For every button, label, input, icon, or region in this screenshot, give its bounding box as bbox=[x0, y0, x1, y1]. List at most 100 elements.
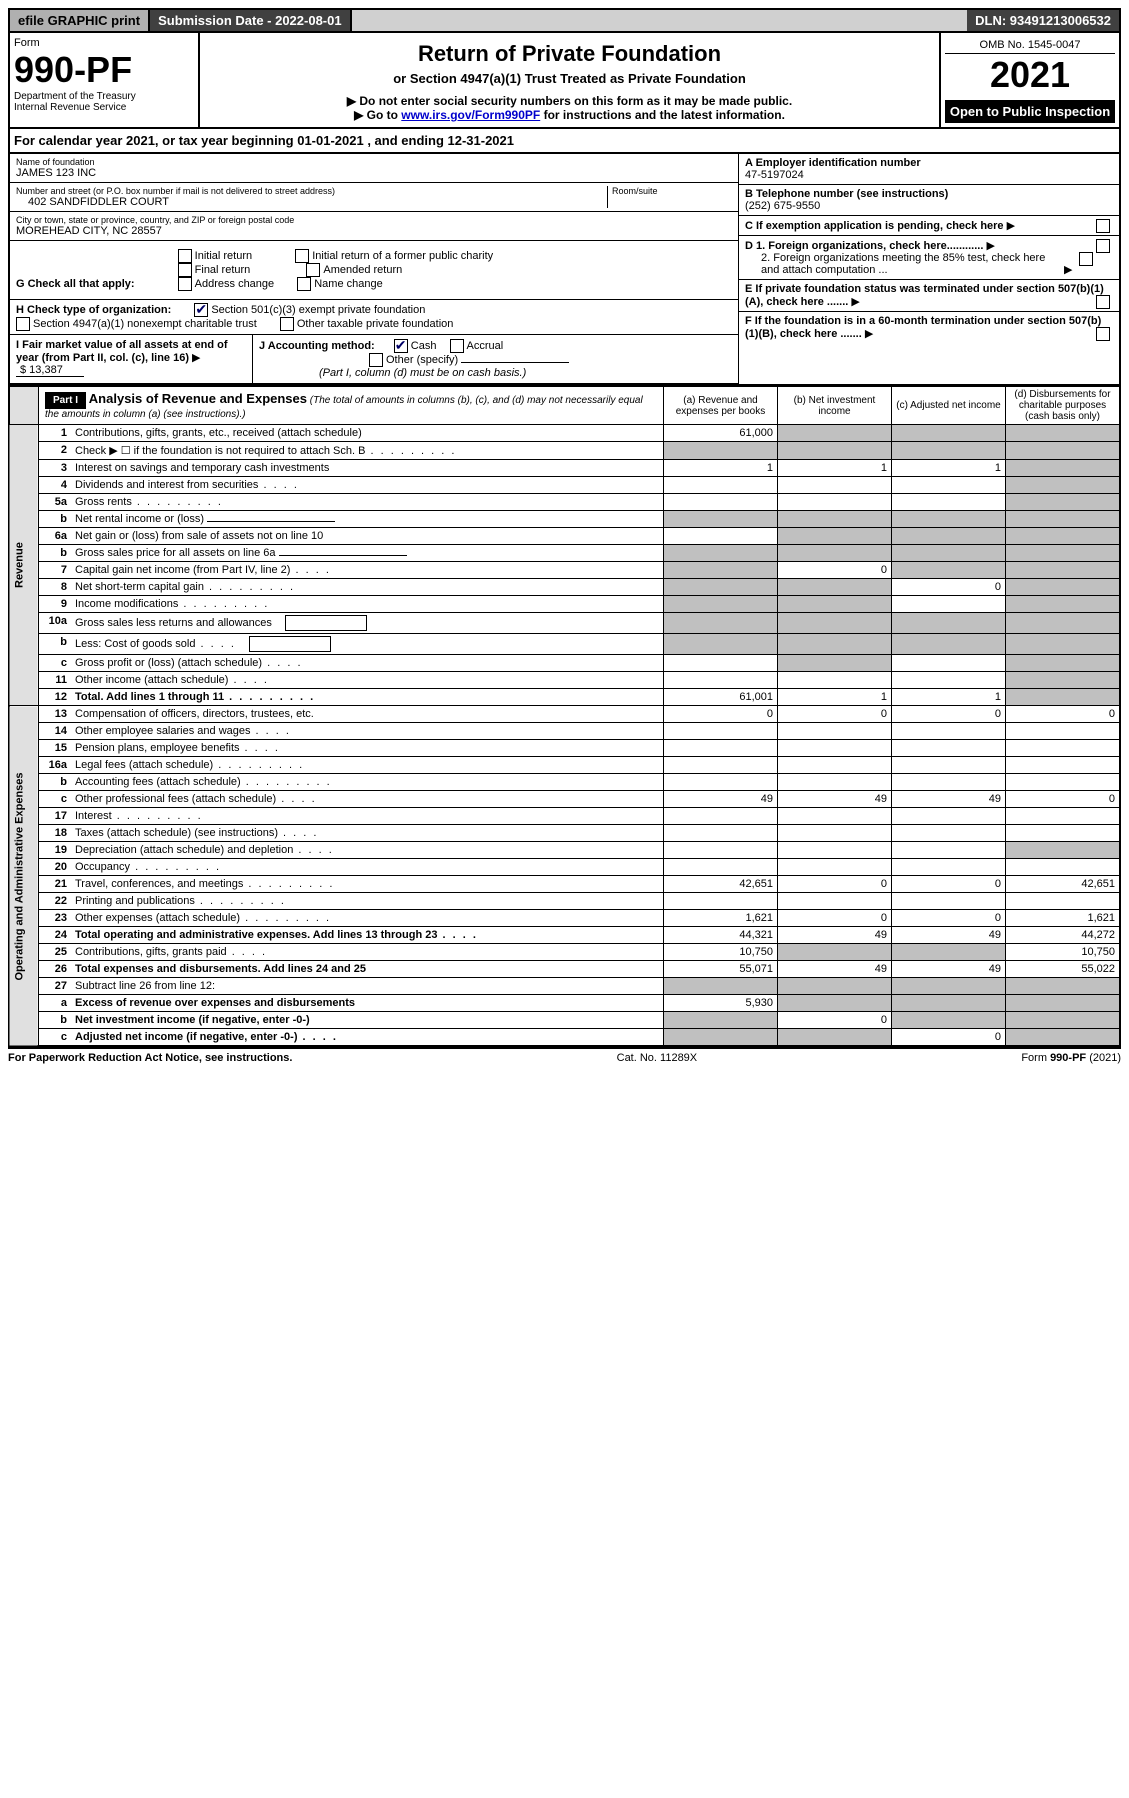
h-501c3: Section 501(c)(3) exempt private foundat… bbox=[211, 304, 425, 316]
cell-d-21: 42,651 bbox=[1006, 876, 1121, 893]
cell-a-16a bbox=[664, 757, 778, 774]
cell-b-8 bbox=[778, 579, 892, 596]
cell-c-3: 1 bbox=[892, 460, 1006, 477]
chk-4947[interactable] bbox=[16, 317, 30, 331]
part1-table: Part I Analysis of Revenue and Expenses … bbox=[8, 386, 1121, 1047]
c-label: C If exemption application is pending, c… bbox=[745, 220, 1004, 232]
line-desc-12: Total. Add lines 1 through 11 bbox=[71, 689, 664, 706]
cell-b-5a bbox=[778, 494, 892, 511]
col-a: (a) Revenue and expenses per books bbox=[664, 387, 778, 425]
cell-a-3: 1 bbox=[664, 460, 778, 477]
line-num-16a: 16a bbox=[39, 757, 72, 774]
line-num-c: c bbox=[39, 1029, 72, 1047]
line-num-5a: 5a bbox=[39, 494, 72, 511]
chk-initial[interactable] bbox=[178, 249, 192, 263]
line-desc-3: Interest on savings and temporary cash i… bbox=[71, 460, 664, 477]
form-link[interactable]: www.irs.gov/Form990PF bbox=[401, 108, 540, 122]
form-label: Form bbox=[14, 37, 194, 49]
other-specify[interactable] bbox=[461, 362, 569, 363]
line-num-b: b bbox=[39, 511, 72, 528]
phone: (252) 675-9550 bbox=[745, 200, 820, 212]
dln: DLN: 93491213006532 bbox=[967, 10, 1119, 31]
cell-c-b bbox=[892, 634, 1006, 655]
line-desc-b: Gross sales price for all assets on line… bbox=[71, 545, 664, 562]
line-desc-c: Other professional fees (attach schedule… bbox=[71, 791, 664, 808]
cell-c-10a bbox=[892, 613, 1006, 634]
line-desc-5a: Gross rents bbox=[71, 494, 664, 511]
line-num-17: 17 bbox=[39, 808, 72, 825]
row-27: 27Subtract line 26 from line 12: bbox=[9, 978, 1120, 995]
row-6a: 6aNet gain or (loss) from sale of assets… bbox=[9, 528, 1120, 545]
row-13: Operating and Administrative Expenses13C… bbox=[9, 706, 1120, 723]
chk-f[interactable] bbox=[1096, 327, 1110, 341]
cell-b-1 bbox=[778, 425, 892, 442]
chk-addr-change[interactable] bbox=[178, 277, 192, 291]
cell-a-12: 61,001 bbox=[664, 689, 778, 706]
open-public: Open to Public Inspection bbox=[945, 100, 1115, 123]
cell-c-9 bbox=[892, 596, 1006, 613]
cell-c-17 bbox=[892, 808, 1006, 825]
cell-c-c bbox=[892, 655, 1006, 672]
cell-c-23: 0 bbox=[892, 910, 1006, 927]
cell-a-13: 0 bbox=[664, 706, 778, 723]
cell-c-21: 0 bbox=[892, 876, 1006, 893]
chk-final[interactable] bbox=[178, 263, 192, 277]
cell-d-9 bbox=[1006, 596, 1121, 613]
efile-label[interactable]: efile GRAPHIC print bbox=[10, 10, 148, 31]
chk-other-method[interactable] bbox=[369, 353, 383, 367]
top-bar: efile GRAPHIC print Submission Date - 20… bbox=[8, 8, 1121, 33]
street-address: 402 SANDFIDDLER COURT bbox=[16, 196, 607, 208]
cell-c-4 bbox=[892, 477, 1006, 494]
form-number: 990-PF bbox=[14, 49, 194, 91]
g-final: Final return bbox=[195, 264, 251, 276]
cell-d-22 bbox=[1006, 893, 1121, 910]
cell-d-26: 55,022 bbox=[1006, 961, 1121, 978]
cell-a-6a bbox=[664, 528, 778, 545]
cell-d-b bbox=[1006, 511, 1121, 528]
cell-b-16a bbox=[778, 757, 892, 774]
chk-d1[interactable] bbox=[1096, 239, 1110, 253]
h-4947: Section 4947(a)(1) nonexempt charitable … bbox=[33, 318, 257, 330]
cell-b-20 bbox=[778, 859, 892, 876]
chk-initial-pub[interactable] bbox=[295, 249, 309, 263]
line-num-21: 21 bbox=[39, 876, 72, 893]
row-22: 22Printing and publications bbox=[9, 893, 1120, 910]
section-ij: I Fair market value of all assets at end… bbox=[10, 335, 738, 384]
col-d: (d) Disbursements for charitable purpose… bbox=[1006, 387, 1121, 425]
cell-b-b bbox=[778, 511, 892, 528]
chk-name-change[interactable] bbox=[297, 277, 311, 291]
d1-label: D 1. Foreign organizations, check here..… bbox=[745, 240, 983, 252]
cell-c-b bbox=[892, 545, 1006, 562]
cell-a-4 bbox=[664, 477, 778, 494]
chk-d2[interactable] bbox=[1079, 252, 1093, 266]
line-num-6a: 6a bbox=[39, 528, 72, 545]
row-10a: 10aGross sales less returns and allowanc… bbox=[9, 613, 1120, 634]
cell-a-c bbox=[664, 655, 778, 672]
cell-a-18 bbox=[664, 825, 778, 842]
line-desc-20: Occupancy bbox=[71, 859, 664, 876]
chk-e[interactable] bbox=[1096, 295, 1110, 309]
chk-cash[interactable] bbox=[394, 339, 408, 353]
chk-accrual[interactable] bbox=[450, 339, 464, 353]
e-label: E If private foundation status was termi… bbox=[745, 283, 1104, 308]
cell-b-b: 0 bbox=[778, 1012, 892, 1029]
i-label: I Fair market value of all assets at end… bbox=[16, 339, 228, 364]
cell-b-3: 1 bbox=[778, 460, 892, 477]
cell-b-13: 0 bbox=[778, 706, 892, 723]
line-desc-1: Contributions, gifts, grants, etc., rece… bbox=[71, 425, 664, 442]
cell-c-11 bbox=[892, 672, 1006, 689]
cell-a-b bbox=[664, 511, 778, 528]
cell-d-2 bbox=[1006, 442, 1121, 460]
line-desc-10a: Gross sales less returns and allowances bbox=[71, 613, 664, 634]
chk-other-tax[interactable] bbox=[280, 317, 294, 331]
cell-a-2 bbox=[664, 442, 778, 460]
chk-501c3[interactable] bbox=[194, 303, 208, 317]
line-desc-a: Excess of revenue over expenses and disb… bbox=[71, 995, 664, 1012]
cell-a-10a bbox=[664, 613, 778, 634]
cell-d-10a bbox=[1006, 613, 1121, 634]
chk-amended[interactable] bbox=[306, 263, 320, 277]
chk-c[interactable] bbox=[1096, 219, 1110, 233]
cell-d-13: 0 bbox=[1006, 706, 1121, 723]
cell-c-6a bbox=[892, 528, 1006, 545]
cell-c-a bbox=[892, 995, 1006, 1012]
